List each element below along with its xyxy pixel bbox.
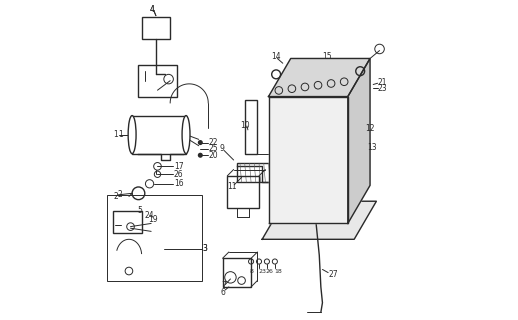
Bar	[227, 176, 259, 208]
Text: 22: 22	[209, 138, 219, 147]
Text: 12: 12	[365, 124, 375, 133]
Text: 1: 1	[113, 130, 118, 139]
Text: 20: 20	[209, 151, 219, 160]
Text: 21: 21	[378, 78, 387, 87]
Text: 19: 19	[148, 215, 157, 224]
Text: 23: 23	[258, 268, 266, 274]
Circle shape	[198, 153, 203, 158]
Text: 4: 4	[150, 5, 154, 14]
Bar	[113, 211, 141, 233]
Polygon shape	[348, 59, 370, 223]
Bar	[244, 100, 257, 154]
Text: 8: 8	[250, 268, 254, 274]
Bar	[237, 163, 275, 182]
Text: 2: 2	[118, 190, 123, 199]
Text: 23: 23	[378, 84, 387, 93]
Circle shape	[198, 140, 203, 145]
Polygon shape	[268, 97, 348, 223]
Text: 7: 7	[221, 281, 226, 291]
Text: 17: 17	[174, 162, 183, 171]
Text: 3: 3	[203, 244, 207, 253]
Text: 10: 10	[240, 121, 250, 130]
Text: 5: 5	[137, 206, 142, 215]
Polygon shape	[262, 201, 377, 239]
Text: 9: 9	[219, 144, 224, 153]
Text: 6: 6	[221, 288, 226, 297]
Bar	[141, 17, 170, 39]
Text: 15: 15	[322, 52, 332, 61]
Text: 13: 13	[367, 143, 377, 152]
Text: 26: 26	[266, 268, 274, 274]
Text: 18: 18	[274, 268, 282, 274]
Text: 14: 14	[271, 52, 281, 61]
Polygon shape	[268, 59, 370, 97]
Bar	[107, 195, 202, 281]
Ellipse shape	[182, 116, 190, 154]
Bar	[223, 258, 251, 287]
Text: 2: 2	[113, 192, 118, 201]
Bar	[132, 116, 186, 154]
Text: 16: 16	[174, 179, 183, 188]
Bar	[138, 65, 177, 97]
Text: 27: 27	[328, 270, 338, 279]
Text: 24: 24	[144, 211, 154, 220]
Text: 4: 4	[150, 5, 154, 14]
Ellipse shape	[128, 116, 136, 154]
Text: 26: 26	[174, 170, 183, 179]
Text: 1: 1	[118, 130, 123, 139]
Text: 3: 3	[203, 244, 207, 253]
Text: 11: 11	[227, 181, 237, 190]
Text: 25: 25	[209, 144, 219, 153]
